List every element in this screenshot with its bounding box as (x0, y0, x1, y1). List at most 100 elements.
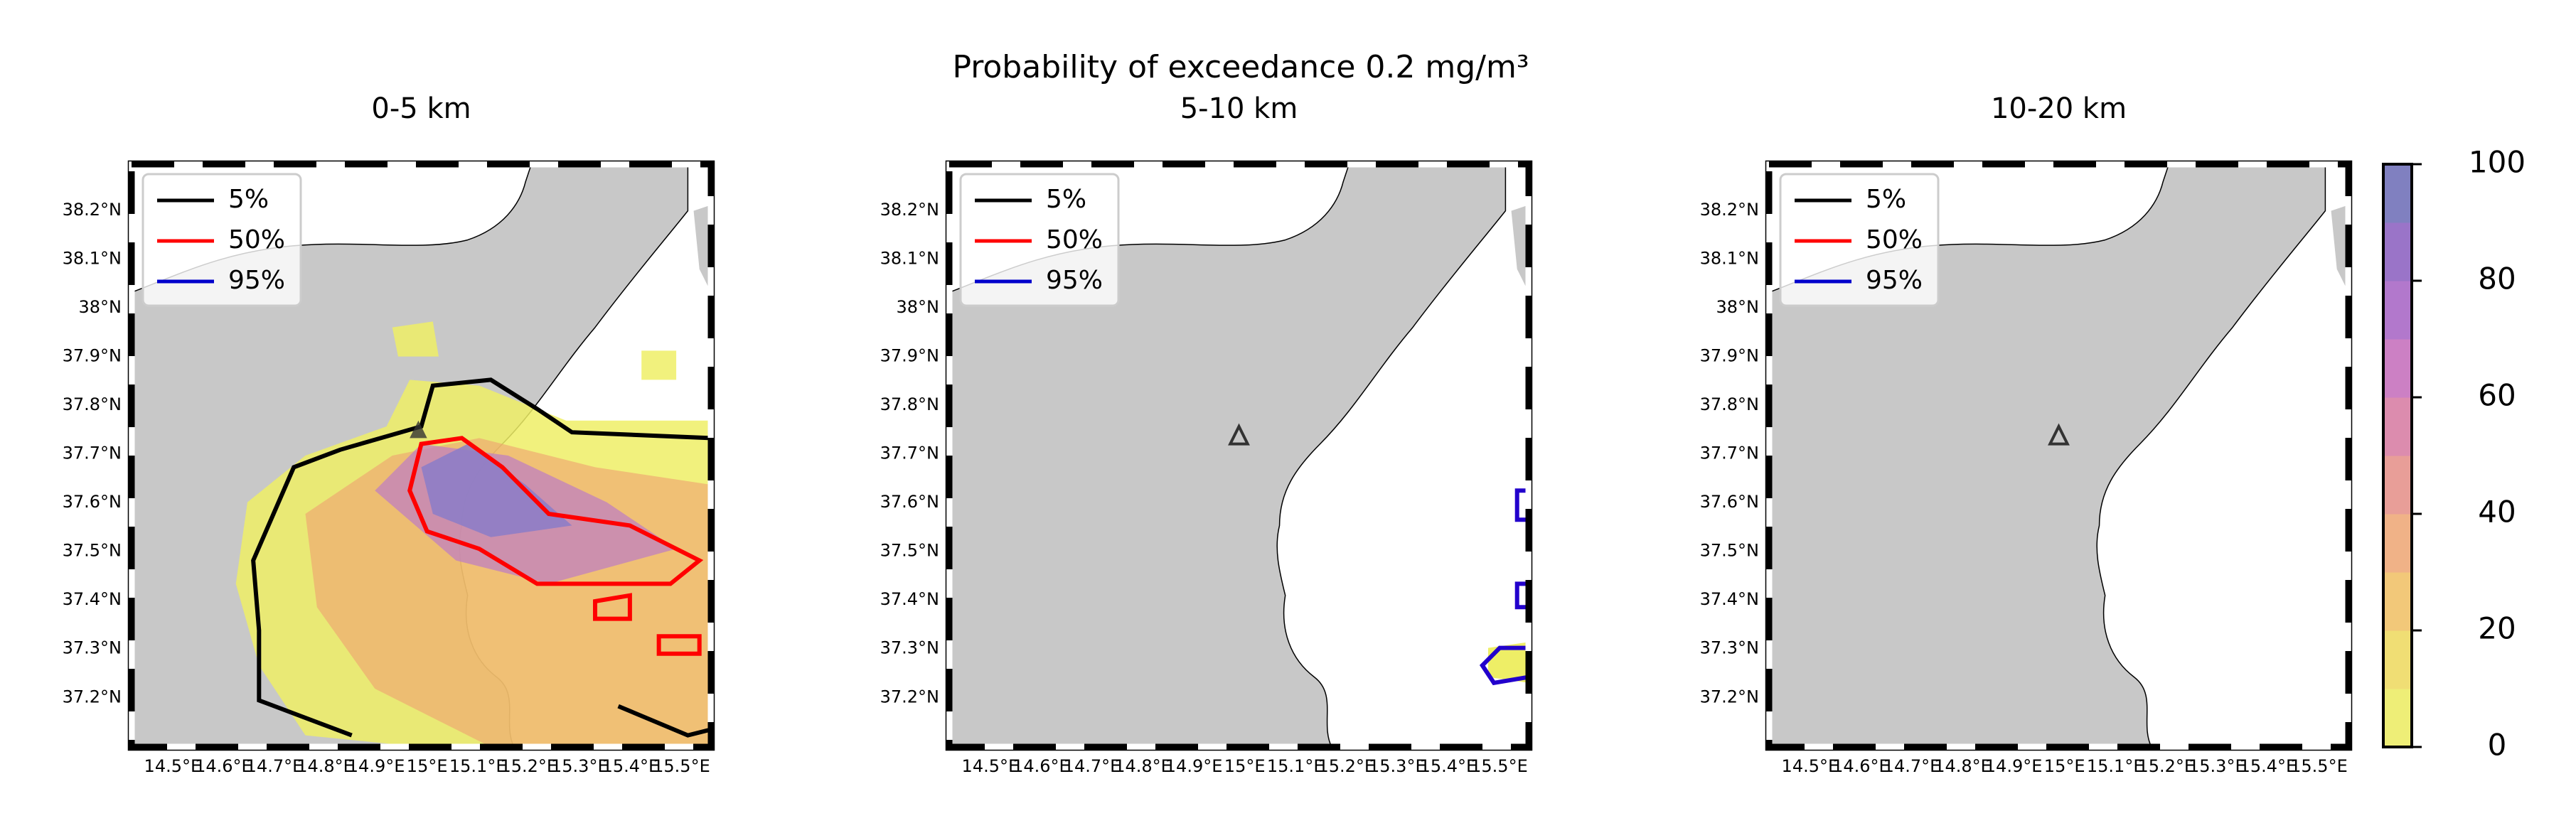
x-tick-label: 14.7°E (246, 756, 304, 776)
x-tick-label: 15.5°E (1470, 756, 1528, 776)
x-tick-label: 14.8°E (296, 756, 354, 776)
map-panel (132, 164, 711, 747)
y-tick-label: 37.9°N (63, 345, 122, 365)
legend-label: 5% (1046, 185, 1086, 214)
frame (946, 161, 1532, 751)
x-tick-label: 15.3°E (2188, 756, 2246, 776)
y-tick-label: 37.6°N (63, 492, 122, 512)
colorbar-band (2383, 397, 2412, 456)
legend-label: 95% (1046, 266, 1103, 295)
frame (1765, 160, 2353, 751)
legend-label: 50% (228, 225, 285, 254)
x-tick-label: 14.8°E (1114, 756, 1172, 776)
y-tick-label: 37.2°N (63, 687, 122, 706)
x-tick-label: 15.1°E (449, 756, 507, 776)
x-tick-label: 15.1°E (1267, 756, 1325, 776)
colorbar-band (2383, 572, 2412, 631)
legend-box (959, 173, 1120, 307)
legend-label: 95% (1866, 266, 1923, 295)
legend-box (141, 173, 302, 307)
y-tick-label: 37.5°N (63, 541, 122, 561)
colorbar-tick-label: 60 (2478, 378, 2516, 413)
figure-title: Probability of exceedance 0.2 mg/m³ (953, 49, 1529, 85)
x-tick-label: 15.3°E (551, 756, 609, 776)
legend-label: 95% (228, 266, 285, 295)
x-tick-label: 15.2°E (1318, 756, 1375, 776)
x-tick-label: 14.5°E (962, 756, 1020, 776)
y-tick-label: 38°N (79, 297, 122, 317)
x-tick-label: 14.9°E (348, 756, 405, 776)
y-tick-label: 38.1°N (880, 248, 939, 268)
frame (1765, 161, 2352, 751)
x-tick-label: 14.7°E (1883, 756, 1941, 776)
y-tick-label: 37.2°N (1700, 687, 1759, 706)
frame (127, 160, 715, 751)
x-tick-label: 15.5°E (653, 756, 710, 776)
x-tick-label: 15°E (407, 756, 448, 776)
colorbar-band (2383, 222, 2412, 281)
legend-label: 5% (228, 185, 269, 214)
panel-title: 0-5 km (371, 92, 471, 125)
x-tick-label: 14.9°E (1165, 756, 1223, 776)
colorbar-tick-label: 20 (2478, 611, 2516, 646)
panel-title: 10-20 km (1991, 92, 2127, 125)
y-tick-label: 37.3°N (1700, 638, 1759, 658)
x-tick-label: 14.5°E (1782, 756, 1839, 776)
colorbar-band (2383, 630, 2412, 689)
y-tick-label: 37.9°N (880, 345, 939, 365)
x-tick-label: 15.2°E (500, 756, 557, 776)
colorbar-band (2383, 689, 2412, 748)
x-tick-label: 14.8°E (1934, 756, 1992, 776)
colorbar-band (2383, 164, 2412, 223)
colorbar-band (2383, 281, 2412, 340)
y-tick-label: 37.6°N (880, 492, 939, 512)
x-tick-label: 14.5°E (144, 756, 202, 776)
y-tick-label: 37.3°N (63, 638, 122, 658)
colorbar-tick-label: 40 (2478, 495, 2516, 529)
x-tick-label: 15°E (1224, 756, 1266, 776)
y-tick-label: 37.7°N (1700, 443, 1759, 463)
x-tick-label: 15.5°E (2290, 756, 2348, 776)
x-tick-label: 14.9°E (1985, 756, 2043, 776)
y-tick-label: 37.8°N (1700, 394, 1759, 414)
x-tick-label: 14.6°E (1832, 756, 1890, 776)
x-tick-label: 15.4°E (1420, 756, 1477, 776)
map-panel (1769, 164, 2348, 747)
x-tick-label: 15.4°E (602, 756, 660, 776)
y-tick-label: 38.2°N (1700, 200, 1759, 220)
legend-box (1779, 173, 1940, 307)
y-tick-label: 37.2°N (880, 687, 939, 706)
legend-label: 5% (1866, 185, 1906, 214)
map-panel (949, 164, 1529, 747)
y-tick-label: 37.4°N (880, 589, 939, 609)
frame (128, 161, 715, 751)
y-tick-label: 37.5°N (1700, 541, 1759, 561)
y-tick-label: 37.5°N (880, 541, 939, 561)
panel-title: 5-10 km (1180, 92, 1298, 125)
x-tick-label: 15.2°E (2137, 756, 2195, 776)
y-tick-label: 38.2°N (880, 200, 939, 220)
colorbar-tick-label: 80 (2478, 262, 2516, 296)
y-tick-label: 38.2°N (63, 200, 122, 220)
y-tick-label: 38.1°N (63, 248, 122, 268)
y-tick-label: 37.7°N (880, 443, 939, 463)
y-tick-label: 37.3°N (880, 638, 939, 658)
x-tick-label: 14.6°E (195, 756, 252, 776)
colorbar-band (2383, 514, 2412, 573)
y-tick-label: 37.7°N (63, 443, 122, 463)
x-tick-label: 15.4°E (2240, 756, 2297, 776)
y-tick-label: 37.8°N (880, 394, 939, 414)
x-tick-label: 14.7°E (1064, 756, 1121, 776)
frame (945, 160, 1533, 751)
legend-label: 50% (1046, 225, 1103, 254)
y-tick-label: 38°N (1716, 297, 1760, 317)
x-tick-label: 15°E (2044, 756, 2085, 776)
y-tick-label: 37.4°N (63, 589, 122, 609)
y-tick-label: 38°N (897, 297, 940, 317)
y-tick-label: 37.8°N (63, 394, 122, 414)
colorbar-band (2383, 456, 2412, 515)
y-tick-label: 37.9°N (1700, 345, 1759, 365)
y-tick-label: 37.6°N (1700, 492, 1759, 512)
colorbar-frame (2382, 163, 2413, 748)
